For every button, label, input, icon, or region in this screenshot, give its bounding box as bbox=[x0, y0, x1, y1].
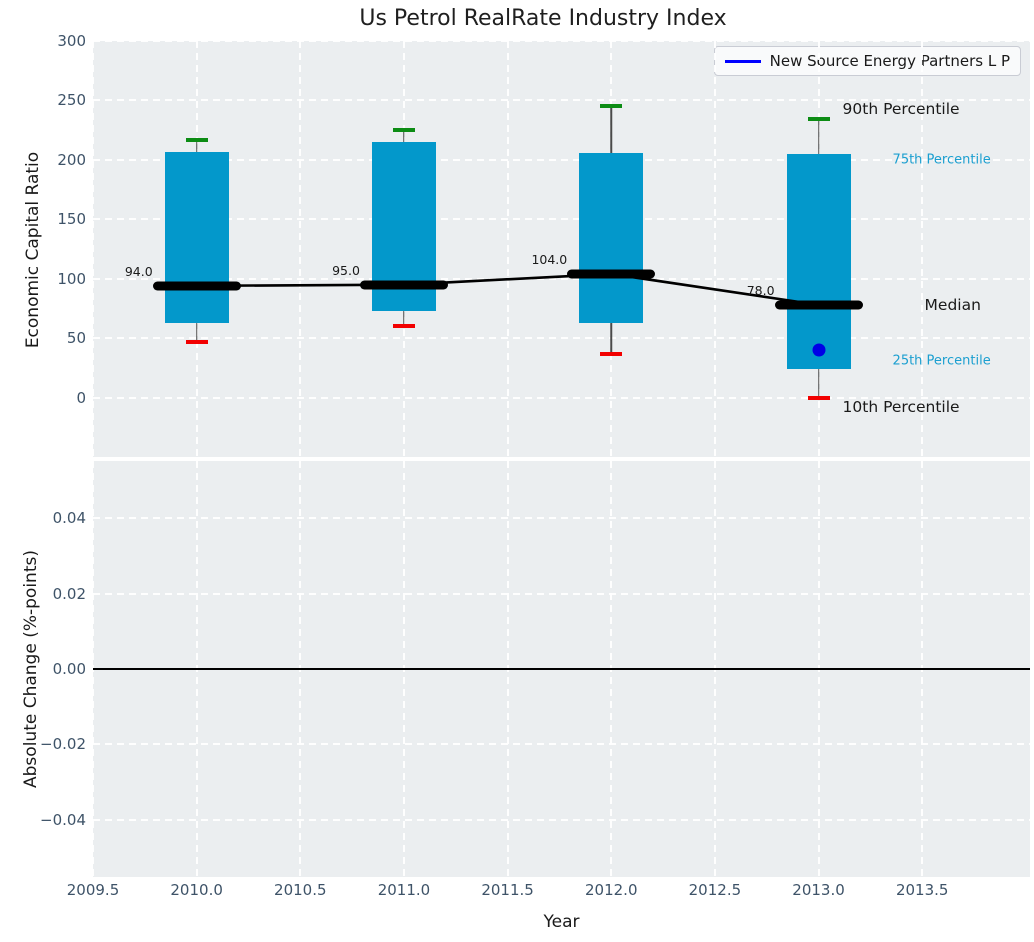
p90-cap bbox=[600, 104, 623, 109]
percentile-bar bbox=[579, 152, 644, 323]
median-value-label: 78.0 bbox=[746, 282, 775, 298]
company-data-point bbox=[812, 343, 826, 357]
top-y-tick-label: 100 bbox=[57, 269, 86, 288]
top-y-tick-label: 300 bbox=[57, 32, 86, 50]
gridline-horizontal bbox=[93, 818, 1030, 821]
legend: New Source Energy Partners L P bbox=[713, 46, 1021, 76]
gridline-vertical bbox=[299, 41, 302, 457]
gridline-horizontal bbox=[93, 158, 1030, 161]
zero-change-line bbox=[93, 668, 1030, 670]
chart-title: Us Petrol RealRate Industry Index bbox=[359, 6, 727, 31]
top-y-tick-label: 250 bbox=[57, 91, 86, 110]
top-y-tick-label: 0 bbox=[76, 388, 86, 407]
gridline-horizontal bbox=[93, 277, 1030, 280]
top-y-tick-label: 150 bbox=[57, 210, 86, 229]
x-tick-label: 2011.0 bbox=[377, 881, 431, 899]
top-y-tick-label: 200 bbox=[57, 150, 86, 169]
p10-cap bbox=[185, 339, 208, 344]
annotation-median: Median bbox=[924, 295, 981, 314]
annotation-75th-percentile: 75th Percentile bbox=[892, 152, 991, 168]
annotation-25th-percentile: 25th Percentile bbox=[892, 353, 991, 369]
gridline-horizontal bbox=[93, 592, 1030, 595]
annotation-10th-percentile: 10th Percentile bbox=[842, 397, 960, 416]
p90-cap bbox=[807, 117, 830, 122]
bottom-y-tick-label: 0.04 bbox=[52, 509, 86, 527]
p90-cap bbox=[185, 137, 208, 142]
median-value-label: 94.0 bbox=[124, 263, 153, 279]
x-tick-label: 2012.0 bbox=[585, 881, 638, 899]
percentile-bar bbox=[164, 151, 229, 323]
median-value-label: 95.0 bbox=[332, 262, 360, 278]
median-segment bbox=[152, 281, 241, 291]
median-trend-line bbox=[196, 272, 819, 307]
bottom-y-tick-label: 0.02 bbox=[52, 584, 86, 603]
median-segment bbox=[774, 300, 863, 310]
legend-line-sample bbox=[724, 59, 761, 63]
x-tick-label: 2013.5 bbox=[895, 881, 949, 899]
top-plot-area: New Source Energy Partners L P 94.0 95.0 1… bbox=[92, 40, 1030, 457]
median-segment bbox=[567, 269, 656, 279]
x-tick-label: 2011.5 bbox=[481, 881, 534, 899]
top-y-tick-label: 50 bbox=[66, 329, 86, 348]
bottom-y-tick-label: −0.04 bbox=[40, 810, 86, 829]
annotation-90th-percentile: 90th Percentile bbox=[842, 100, 960, 119]
bottom-y-tick-label: −0.02 bbox=[40, 735, 86, 754]
x-tick-label: 2013.0 bbox=[792, 881, 845, 899]
gridline-vertical bbox=[92, 41, 94, 457]
gridline-vertical bbox=[713, 41, 716, 457]
x-tick-label: 2010.5 bbox=[274, 881, 327, 899]
x-tick-label: 2012.5 bbox=[688, 881, 742, 899]
x-axis-label: Year bbox=[543, 912, 580, 932]
gridline-horizontal bbox=[93, 40, 1030, 42]
median-segment bbox=[359, 280, 448, 290]
median-value-label: 104.0 bbox=[531, 251, 568, 267]
gridline-vertical bbox=[921, 41, 924, 457]
gridline-horizontal bbox=[93, 99, 1030, 102]
x-tick-label: 2010.0 bbox=[170, 881, 223, 899]
p10-cap bbox=[392, 324, 415, 329]
gridline-horizontal bbox=[93, 743, 1030, 746]
p10-cap bbox=[600, 351, 623, 356]
legend-label: New Source Energy Partners L P bbox=[769, 52, 1010, 70]
p90-cap bbox=[392, 128, 415, 133]
percentile-bar bbox=[786, 153, 851, 370]
gridline-horizontal bbox=[93, 337, 1030, 340]
bottom-plot-area bbox=[92, 461, 1030, 877]
top-y-axis-label: Economic Capital Ratio bbox=[23, 151, 43, 349]
gridline-horizontal bbox=[93, 517, 1030, 519]
x-tick-label: 2009.5 bbox=[66, 881, 120, 899]
gridline-horizontal bbox=[93, 218, 1030, 221]
p10-cap bbox=[807, 395, 830, 400]
gridline-horizontal bbox=[93, 396, 1030, 399]
bottom-y-tick-label: 0.00 bbox=[52, 660, 86, 678]
gridline-vertical bbox=[506, 41, 509, 457]
